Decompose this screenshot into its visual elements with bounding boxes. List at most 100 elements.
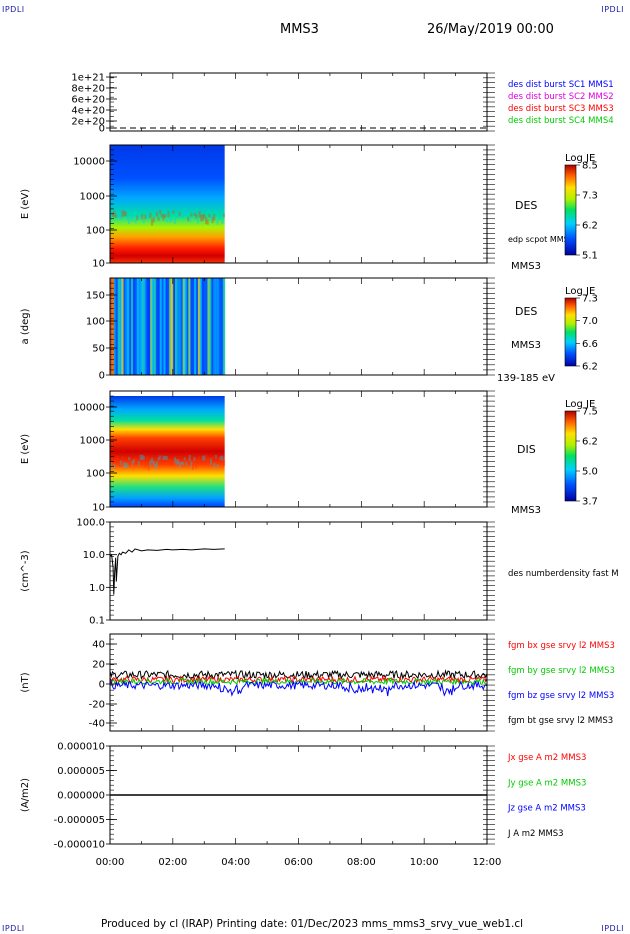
- spectrogram-texture: [213, 214, 216, 221]
- spectrogram-texture: [132, 210, 136, 218]
- spectrogram-texture: [141, 454, 144, 461]
- panel-frame: [109, 633, 488, 732]
- spectrogram-texture: [154, 210, 157, 215]
- x-tick-label: 06:00: [284, 857, 313, 868]
- legend-entry: fgm by gse srvy l2 MMS3: [508, 666, 615, 676]
- spectrogram-band: [209, 278, 212, 375]
- spectrogram-texture: [150, 219, 154, 226]
- y-axis-title: a (deg): [20, 308, 31, 344]
- right-label: 139-185 eV: [497, 373, 555, 384]
- spectrogram-band: [161, 278, 165, 375]
- spectrogram-texture: [203, 213, 206, 219]
- legend-entry: fgm bt gse srvy l2 MMS3: [508, 716, 613, 726]
- y-tick-label: 150: [86, 291, 105, 302]
- spectrogram-texture: [170, 217, 173, 222]
- spectrogram-texture: [111, 460, 114, 464]
- y-tick-label: 0: [99, 680, 105, 691]
- y-tick-label: 0.1: [89, 616, 105, 627]
- colorbar-title: Log JE: [565, 286, 595, 297]
- spectrogram-texture: [164, 456, 167, 460]
- spectrogram-texture: [111, 212, 114, 217]
- y-tick-label: 1000: [80, 192, 105, 203]
- spectrogram-band: [157, 278, 161, 375]
- panel-bfield: 40 20 0 -20 -40 (nT) fgm bx gse srvy l2 MMS3 fg…: [20, 633, 615, 732]
- spectrogram-texture: [206, 219, 209, 225]
- spectrogram-texture: [164, 214, 167, 218]
- y-tick-label: 10000: [73, 157, 105, 168]
- spectrogram-band: [115, 278, 119, 375]
- y-tick-label: 0: [99, 124, 105, 135]
- date-title: 26/May/2019 00:00: [427, 22, 554, 37]
- spectrogram-band: [174, 278, 178, 375]
- spectrogram-band: [167, 278, 170, 375]
- spectrogram-texture: [205, 454, 208, 462]
- y-tick-label: 0.000010: [57, 742, 105, 753]
- spectrogram-texture: [191, 463, 195, 470]
- spectrogram-texture: [162, 214, 165, 221]
- spectrogram-texture: [155, 211, 159, 217]
- spectrogram-texture: [198, 211, 201, 218]
- spectrogram-texture: [223, 460, 226, 466]
- density-line: [109, 548, 225, 595]
- spectrogram-texture: [152, 460, 155, 466]
- spectrogram-texture: [146, 214, 149, 219]
- panel-des-energy: 10000 1000 100 10 E (eV) DES edp scpot MMS3 MMS…: [20, 144, 598, 272]
- spectrogram-band: [176, 278, 180, 375]
- bfield-line-bt: [109, 668, 488, 681]
- y-tick-label: 1.0: [89, 583, 105, 594]
- colorbar-tick-label: 7.3: [582, 191, 598, 202]
- spectrogram-band: [188, 278, 191, 375]
- spectrogram-band: [205, 278, 209, 375]
- spectrogram-band: [127, 278, 130, 375]
- spectrogram-band: [180, 278, 184, 375]
- spectrogram: [110, 396, 225, 507]
- spectrogram-texture: [129, 215, 132, 220]
- spectrogram-texture: [139, 214, 142, 218]
- spectrogram-texture: [200, 214, 203, 222]
- spectrogram-texture: [203, 455, 206, 461]
- spectrogram-texture: [123, 461, 126, 469]
- spectrogram-texture: [195, 214, 198, 219]
- spectrogram-band: [138, 278, 142, 375]
- legend-entry: fgm bx gse srvy l2 MMS3: [508, 641, 615, 651]
- spectrogram-texture: [136, 215, 139, 221]
- colorbar-title: Log JE: [565, 399, 595, 410]
- spectrogram-texture: [182, 215, 185, 220]
- spectrogram-texture: [119, 215, 122, 221]
- colorbar-tick-label: 5.1: [582, 251, 598, 262]
- y-tick-label: -20: [89, 700, 105, 711]
- spectrogram-band: [113, 278, 117, 375]
- spectrogram-texture: [178, 212, 181, 217]
- spectrogram-texture: [149, 460, 152, 467]
- colorbar: [564, 297, 577, 367]
- y-tick-label: 10: [92, 259, 105, 270]
- spectrogram-texture: [150, 457, 154, 464]
- spectrogram-texture: [147, 212, 150, 219]
- y-tick-label: 6e+20: [71, 95, 105, 106]
- x-tick-label: 12:00: [473, 857, 502, 868]
- spectrogram-texture: [159, 455, 162, 460]
- colorbar-title: Log JE: [565, 153, 595, 164]
- y-tick-label: 1000: [80, 436, 105, 447]
- colorbar: [564, 410, 577, 502]
- spectrogram-texture: [196, 458, 199, 464]
- corner-label-br: IPDLI: [601, 924, 624, 933]
- legend-entry: des numberdensity fast M: [508, 569, 619, 579]
- spectrogram-texture: [209, 215, 213, 221]
- legend-entry: des dist burst SC2 MMS2: [508, 92, 614, 102]
- spectrogram-texture: [147, 464, 150, 471]
- spectrogram-texture: [114, 213, 118, 218]
- colorbar: [564, 164, 577, 256]
- spectrogram-texture: [213, 462, 216, 469]
- spectrogram-band: [163, 278, 167, 375]
- x-tick-label: 04:00: [221, 857, 250, 868]
- spectrogram-texture: [201, 214, 204, 222]
- spectrogram-texture: [193, 456, 196, 462]
- spectrogram-texture: [223, 213, 226, 218]
- right-label: DES: [515, 199, 537, 212]
- spectrogram-texture: [177, 214, 180, 218]
- y-tick-label: 20: [92, 660, 105, 671]
- corner-label-tl: IPDLI: [2, 5, 25, 14]
- spectrogram-texture: [131, 217, 134, 222]
